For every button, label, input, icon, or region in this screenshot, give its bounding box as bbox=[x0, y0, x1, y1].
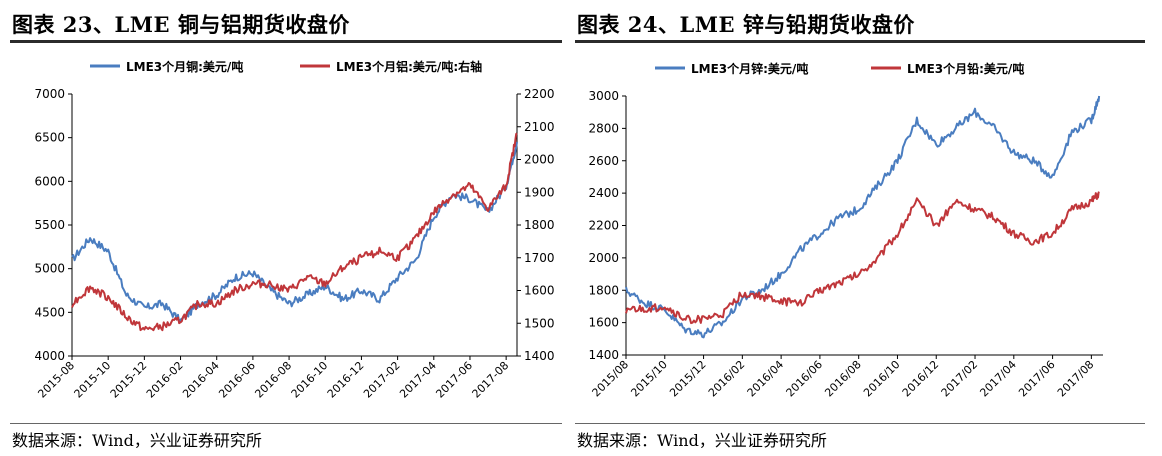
x-tick-label: 2015/08 bbox=[590, 358, 632, 400]
y-tick-label: 6500 bbox=[34, 131, 65, 145]
y-right-tick-label: 1800 bbox=[524, 218, 555, 232]
y-tick-label: 1600 bbox=[588, 316, 619, 330]
y-right-tick-label: 2100 bbox=[524, 120, 555, 134]
y-tick-label: 2800 bbox=[588, 121, 619, 135]
y-tick-label: 1800 bbox=[588, 283, 619, 297]
y-tick-label: 2400 bbox=[588, 186, 619, 200]
source-text: 数据来源：Wind，兴业证券研究所 bbox=[12, 431, 262, 450]
y-tick-label: 6000 bbox=[34, 174, 65, 188]
x-tick-label: 2015/12 bbox=[667, 358, 709, 400]
title-rule bbox=[575, 40, 1145, 43]
x-tick-label: 2017/06 bbox=[1016, 358, 1058, 400]
legend-label: LME3个月铜:美元/吨 bbox=[126, 59, 243, 74]
y-right-tick-label: 1500 bbox=[524, 316, 555, 330]
x-tick-label: 2017-08 bbox=[470, 359, 512, 401]
x-tick-label: 2017/04 bbox=[977, 358, 1019, 400]
x-tick-label: 2016-06 bbox=[216, 359, 258, 401]
figure-title: 图表 24、LME 锌与铅期货收盘价 bbox=[577, 12, 915, 37]
x-tick-label: 2017-06 bbox=[433, 359, 475, 401]
right-panel: 图表 24、LME 锌与铅期货收盘价 1400 1600 1800 2000 2200 2… bbox=[573, 0, 1162, 456]
copper-aluminum-chart: 4000 4500 5000 5500 6000 6500 7000 1400 1500 1600… bbox=[34, 59, 555, 401]
y-tick-label: 2000 bbox=[588, 251, 619, 265]
series-line bbox=[625, 95, 1101, 339]
y-right-tick-label: 1600 bbox=[524, 284, 555, 298]
y-tick-label: 5500 bbox=[34, 218, 65, 232]
y-right-tick-label: 2200 bbox=[524, 87, 555, 101]
legend-label: LME3个月铅:美元/吨 bbox=[907, 61, 1024, 76]
y-tick-label: 4500 bbox=[34, 305, 65, 319]
x-tick-label: 2016-10 bbox=[289, 359, 331, 401]
x-tick-label: 2017-02 bbox=[361, 359, 403, 401]
x-tick-label: 2016/02 bbox=[706, 358, 748, 400]
x-tick-label: 2016-02 bbox=[144, 359, 186, 401]
y-right-tick-label: 1900 bbox=[524, 185, 555, 199]
y-tick-label: 5000 bbox=[34, 262, 65, 276]
y-right-tick-label: 1700 bbox=[524, 251, 555, 265]
source-text: 数据来源：Wind，兴业证券研究所 bbox=[577, 431, 827, 450]
left-panel: 图表 23、LME 铜与铝期货收盘价 4000 4500 5000 5500 6000 6… bbox=[0, 0, 570, 456]
x-tick-label: 2016/12 bbox=[900, 358, 942, 400]
x-tick-label: 2015-12 bbox=[108, 359, 150, 401]
x-tick-label: 2016/04 bbox=[745, 358, 787, 400]
x-tick-label: 2015-08 bbox=[35, 359, 77, 401]
y-tick-label: 7000 bbox=[34, 87, 65, 101]
figure-title: 图表 23、LME 铜与铝期货收盘价 bbox=[12, 12, 350, 37]
series-line bbox=[71, 141, 518, 324]
title-rule bbox=[10, 40, 562, 43]
series-line bbox=[625, 191, 1100, 325]
y-tick-label: 2600 bbox=[588, 154, 619, 168]
series-line bbox=[71, 132, 518, 332]
x-tick-label: 2015-10 bbox=[72, 359, 114, 401]
legend-label: LME3个月锌:美元/吨 bbox=[691, 61, 808, 76]
x-tick-label: 2016/06 bbox=[784, 358, 826, 400]
y-tick-label: 3000 bbox=[588, 89, 619, 103]
y-tick-label: 1400 bbox=[588, 348, 619, 362]
x-tick-label: 2015/10 bbox=[628, 358, 670, 400]
x-tick-label: 2016/10 bbox=[861, 358, 903, 400]
x-tick-label: 2016-12 bbox=[325, 359, 367, 401]
source-rule bbox=[10, 423, 562, 424]
zinc-lead-chart: 1400 1600 1800 2000 2200 2400 2600 2800 3000 2015… bbox=[588, 61, 1103, 400]
x-tick-label: 2017/02 bbox=[939, 358, 981, 400]
x-tick-label: 2016/08 bbox=[822, 358, 864, 400]
x-tick-label: 2016-04 bbox=[180, 359, 222, 401]
source-rule bbox=[575, 423, 1145, 424]
y-tick-label: 4000 bbox=[34, 349, 65, 363]
x-tick-label: 2016-08 bbox=[252, 359, 294, 401]
y-tick-label: 2200 bbox=[588, 219, 619, 233]
y-right-tick-label: 1400 bbox=[524, 349, 555, 363]
x-tick-label: 2017/08 bbox=[1055, 358, 1097, 400]
legend-label: LME3个月铝:美元/吨:右轴 bbox=[336, 59, 482, 74]
y-right-tick-label: 2000 bbox=[524, 153, 555, 167]
x-tick-label: 2017-04 bbox=[397, 359, 439, 401]
